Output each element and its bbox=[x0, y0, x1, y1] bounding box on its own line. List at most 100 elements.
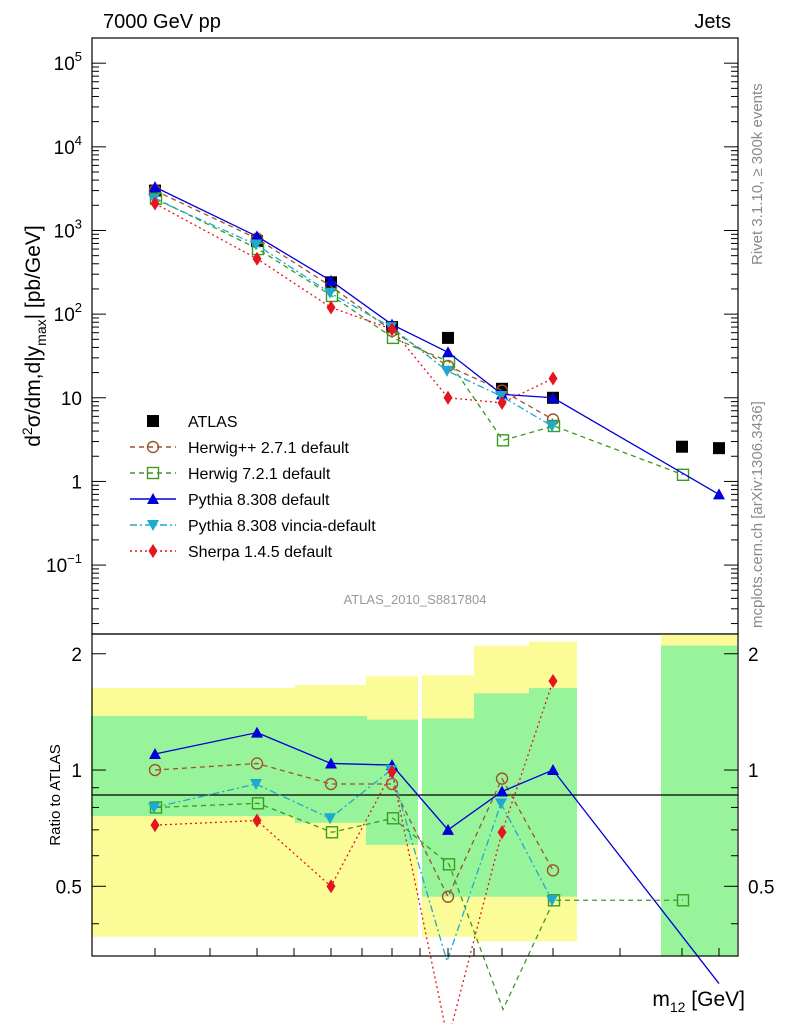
main-y-tick-label: 10 bbox=[61, 389, 82, 410]
main-point-sherpa bbox=[443, 390, 453, 405]
ratio-point-sherpa bbox=[387, 764, 397, 779]
main-point-sherpa bbox=[150, 196, 160, 211]
ratio-point-herwigpp bbox=[441, 890, 455, 903]
legend-marker-pythia bbox=[147, 493, 159, 504]
ratio-point-herwigpp bbox=[495, 772, 509, 785]
ratio-point-herwigpp bbox=[324, 777, 338, 791]
ratio-y-tick-label-right: 1 bbox=[748, 761, 759, 782]
ratio-line-herwigpp bbox=[154, 762, 554, 899]
main-line-herwigpp bbox=[154, 189, 554, 421]
main-y-tick-label: 102 bbox=[54, 300, 82, 326]
header-right: Jets bbox=[694, 11, 731, 33]
ratio-series-sherpa bbox=[150, 674, 558, 1024]
ratio-band-inner bbox=[91, 716, 219, 817]
mcplots-label: mcplots.cern.ch [arXiv:1306.3436] bbox=[749, 401, 766, 628]
ratio-band-inner bbox=[661, 645, 703, 956]
main-point-sherpa bbox=[497, 395, 507, 410]
legend-entry-atlas: ATLAS bbox=[147, 414, 238, 431]
legend-marker-atlas bbox=[147, 415, 159, 427]
main-series-herwigpp bbox=[148, 184, 560, 426]
legend-entry-vincia: Pythia 8.308 vincia-default bbox=[130, 518, 376, 535]
legend-label-sherpa: Sherpa 1.4.5 default bbox=[188, 544, 333, 561]
ratio-point-vincia bbox=[250, 779, 262, 791]
main-point-vincia bbox=[495, 391, 507, 403]
main-y-tick-label: 1 bbox=[71, 472, 82, 493]
ratio-point-vincia bbox=[546, 895, 558, 907]
ratio-line-pythia bbox=[154, 731, 720, 984]
legend-entry-herwig7: Herwig 7.2.1 default bbox=[130, 466, 331, 483]
main-point-atlas bbox=[676, 440, 688, 453]
ratio-point-pythia bbox=[325, 757, 337, 769]
ratio-point-herwig7 bbox=[386, 812, 400, 825]
main-y-tick-label: 104 bbox=[54, 133, 82, 159]
ratio-series-herwigpp bbox=[148, 757, 560, 903]
main-point-pythia bbox=[713, 488, 725, 500]
main-point-herwig7 bbox=[676, 468, 690, 482]
ratio-point-herwigpp bbox=[148, 763, 162, 777]
ratio-point-sherpa bbox=[497, 825, 507, 840]
ratio-point-herwig7 bbox=[547, 894, 561, 907]
ratio-ylabel: Ratio to ATLAS bbox=[47, 744, 64, 845]
ratio-band-inner bbox=[366, 719, 418, 845]
rivet-label: Rivet 3.1.10, ≥ 300k events bbox=[749, 83, 766, 265]
ratio-point-herwig7 bbox=[325, 826, 339, 839]
legend-label-herwig7: Herwig 7.2.1 default bbox=[188, 466, 331, 483]
ratio-band-inner bbox=[529, 688, 577, 897]
main-point-atlas bbox=[442, 331, 454, 344]
ratio-point-pythia bbox=[251, 726, 263, 738]
ratio-band-inner bbox=[295, 716, 367, 823]
ratio-frame bbox=[91, 633, 739, 957]
x-axis-title: m12 [GeV] bbox=[652, 988, 745, 1015]
ratio-band-inner bbox=[422, 718, 474, 897]
ratio-point-sherpa bbox=[150, 818, 160, 833]
ratio-point-pythia bbox=[149, 748, 161, 760]
ratio-y-tick-label-right: 0.5 bbox=[748, 877, 774, 898]
legend-label-herwigpp: Herwig++ 2.7.1 default bbox=[188, 440, 350, 457]
main-point-pythia bbox=[251, 230, 263, 242]
ratio-y-tick-label: 1 bbox=[71, 761, 82, 782]
main-point-sherpa bbox=[326, 300, 336, 315]
main-point-sherpa bbox=[387, 322, 397, 337]
main-point-atlas bbox=[713, 442, 725, 455]
ratio-point-herwigpp bbox=[546, 864, 560, 877]
legend: ATLAS Herwig++ 2.7.1 default Herwig 7.2.1 … bbox=[130, 414, 376, 561]
ratio-y-tick-label-right: 2 bbox=[748, 645, 759, 666]
watermark: ATLAS_2010_S8817804 bbox=[344, 592, 487, 607]
ratio-point-sherpa bbox=[326, 879, 336, 894]
ratio-y-tick-label: 2 bbox=[71, 645, 82, 666]
main-point-pythia bbox=[149, 181, 161, 193]
ratio-point-herwig7 bbox=[442, 858, 456, 871]
ratio-band-inner bbox=[701, 645, 737, 956]
ratio-point-sherpa bbox=[252, 813, 262, 828]
main-y-tick-label: 105 bbox=[54, 49, 82, 75]
main-point-pythia bbox=[442, 346, 454, 358]
main-point-pythia bbox=[325, 274, 337, 286]
ratio-point-vincia bbox=[148, 802, 160, 814]
main-point-herwig7 bbox=[496, 434, 510, 447]
legend-entry-sherpa: Sherpa 1.4.5 default bbox=[130, 544, 333, 561]
ratio-point-pythia bbox=[442, 823, 454, 835]
main-point-sherpa bbox=[252, 251, 262, 266]
main-point-pythia bbox=[547, 391, 559, 403]
main-point-vincia bbox=[250, 239, 262, 251]
legend-label-pythia: Pythia 8.308 default bbox=[188, 492, 330, 509]
header-left: 7000 GeV pp bbox=[103, 11, 221, 33]
legend-label-atlas: ATLAS bbox=[188, 414, 238, 431]
main-line-pythia bbox=[154, 186, 720, 495]
ratio-panel: 0.5 0.5 1 1 2 2 bbox=[56, 633, 774, 1024]
main-series-sherpa bbox=[150, 196, 558, 410]
ratio-y-tick-label: 0.5 bbox=[56, 877, 82, 898]
ratio-point-pythia bbox=[547, 764, 559, 776]
main-point-vincia bbox=[546, 420, 558, 432]
legend-label-vincia: Pythia 8.308 vincia-default bbox=[188, 518, 376, 535]
main-series-herwig7 bbox=[149, 192, 690, 482]
ratio-series-herwig7 bbox=[149, 797, 690, 1012]
main-ylabel: d2σ/dm,d|ymax| [pb/GeV] bbox=[19, 225, 49, 447]
ratio-point-vincia bbox=[495, 798, 507, 810]
main-point-vincia bbox=[441, 365, 453, 377]
main-point-vincia bbox=[324, 287, 336, 299]
legend-entry-pythia: Pythia 8.308 default bbox=[130, 492, 330, 509]
legend-entry-herwigpp: Herwig++ 2.7.1 default bbox=[130, 440, 350, 457]
